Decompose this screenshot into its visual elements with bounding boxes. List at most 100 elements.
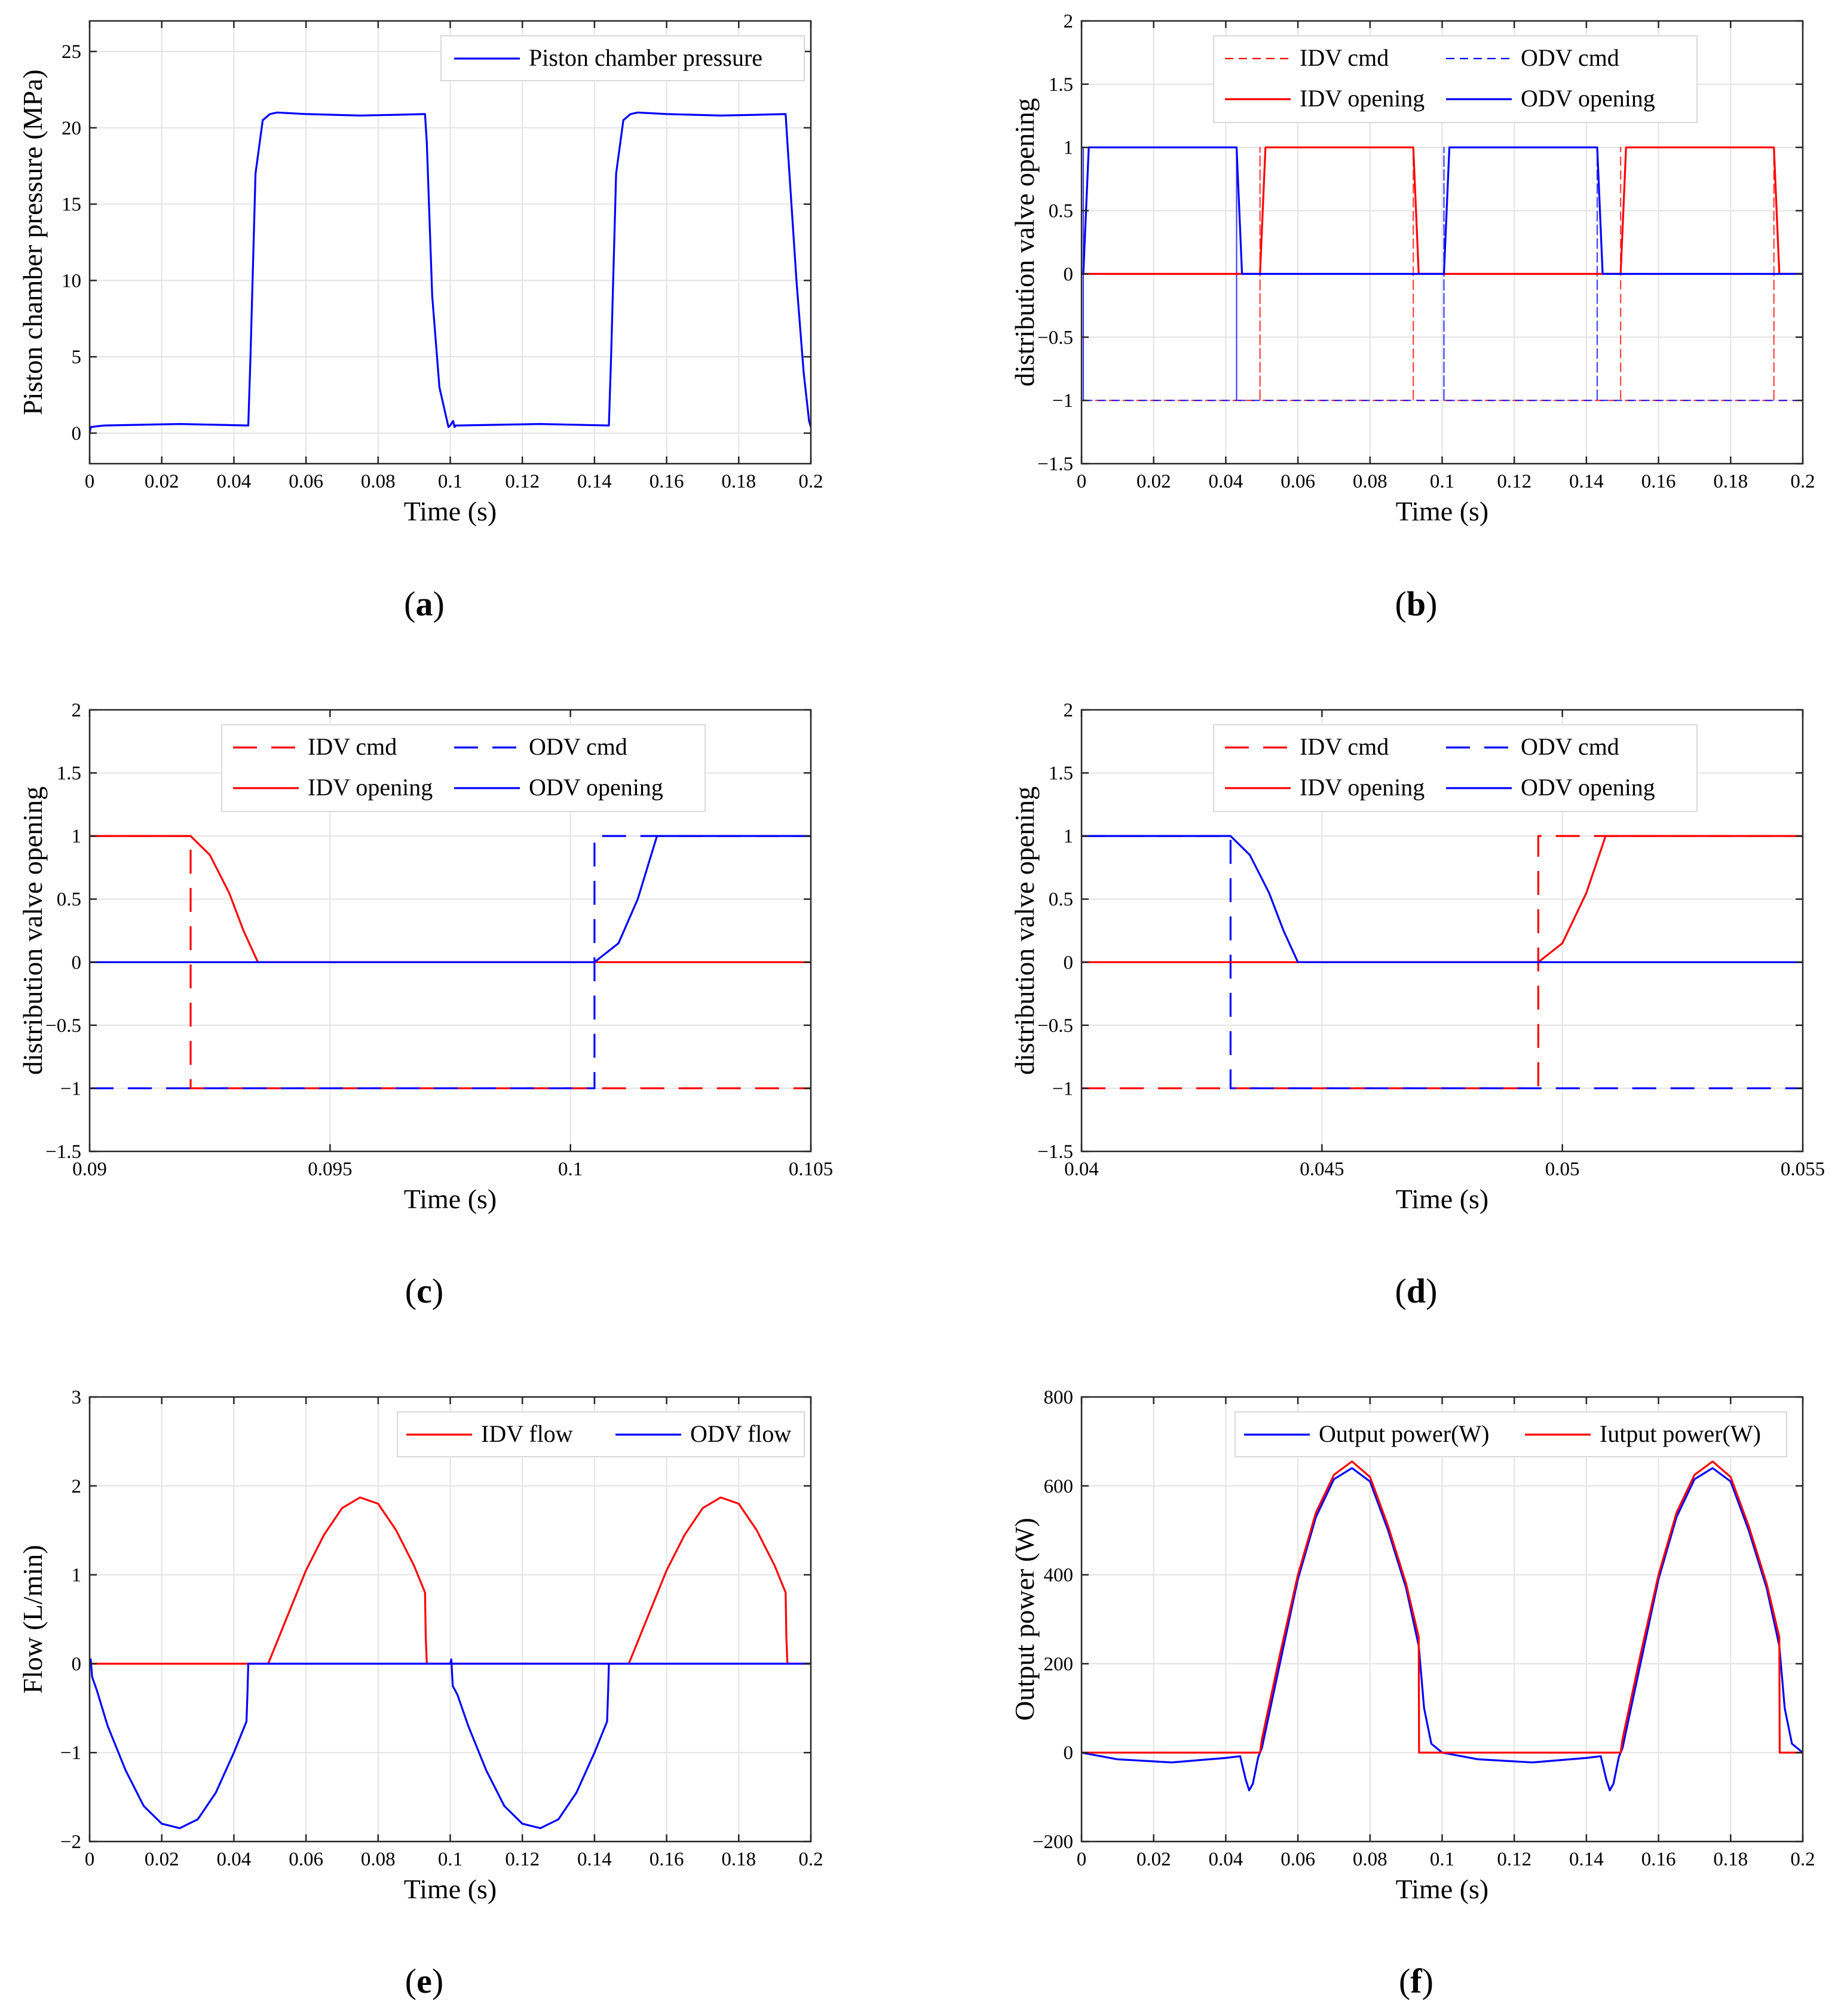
x-tick-label: 0.2 [798, 1849, 823, 1870]
y-tick-label: 0 [1064, 1742, 1074, 1764]
y-tick-label: 800 [1044, 1387, 1074, 1408]
legend-label: ODV opening [1521, 774, 1655, 801]
x-tick-label: 0.12 [505, 471, 540, 492]
x-tick-label: 0.02 [1137, 471, 1171, 492]
legend-label: IDV cmd [1300, 733, 1389, 760]
y-tick-label: 0.5 [1049, 201, 1073, 222]
x-tick-label: 0.04 [1064, 1159, 1099, 1180]
x-tick-label: 0.08 [1353, 471, 1387, 492]
y-tick-label: −1 [1052, 1078, 1073, 1099]
legend-label: ODV cmd [1521, 44, 1619, 71]
y-axis-label: Piston chamber pressure (MPa) [17, 69, 48, 415]
y-tick-label: 400 [1044, 1565, 1074, 1586]
y-tick-label: 600 [1044, 1476, 1074, 1497]
legend: IDV cmd ODV cmd IDV opening ODV opening [221, 724, 706, 812]
panel-c-sublabel: (c) [405, 1272, 443, 1310]
y-tick-label: −2 [60, 1831, 81, 1853]
series-line-piston-chamber-pressure [90, 111, 811, 434]
legend-label: ODV cmd [1521, 733, 1619, 760]
legend-label: IDV opening [308, 774, 433, 801]
x-tick-label: 0.08 [361, 471, 396, 492]
x-tick-label: 0.06 [289, 1849, 323, 1870]
legend-label: IDV flow [481, 1420, 573, 1447]
series-group-f [1082, 1460, 1803, 1791]
panel-c: 0.09 0.095 0.1 0.105 −1.5 −1 −0.5 0 0.5 1 1.5 2 Time… [17, 700, 833, 1310]
x-tick-label: 0.045 [1300, 1159, 1344, 1180]
panel-d: 0.04 0.045 0.05 0.055 −1.5 −1 −0.5 0 0.5 1 1.5 2 Tim… [1009, 700, 1825, 1310]
series-line-odv-cmd [1082, 146, 1803, 402]
y-tick-label: −200 [1033, 1831, 1073, 1853]
x-tick-label: 0.04 [217, 471, 252, 492]
y-axis-label: Flow (L/min) [17, 1545, 48, 1693]
series-line-idv-opening [1082, 146, 1803, 275]
x-tick-label: 0.09 [72, 1159, 107, 1180]
x-tick-label: 0 [1077, 1849, 1087, 1870]
x-axis-label: Time (s) [1396, 1184, 1489, 1214]
x-tick-label: 0.14 [577, 1849, 612, 1870]
series-line-odv-flow [90, 1658, 811, 1830]
x-tick-label: 0.1 [1430, 471, 1454, 492]
panel-b-sublabel: (b) [1395, 584, 1438, 623]
y-tick-label: −1.5 [1037, 1141, 1073, 1163]
y-tick-label: −1.5 [45, 1141, 81, 1163]
x-tick-label: 0.04 [217, 1849, 252, 1870]
x-tick-label: 0.12 [1497, 1849, 1531, 1870]
x-tick-label: 0.1 [558, 1159, 583, 1180]
x-tick-label: 0.14 [1569, 471, 1604, 492]
y-tick-label: 1.5 [1049, 763, 1073, 785]
series-line-odv-opening [1082, 835, 1803, 963]
x-tick-label: 0.18 [721, 1849, 756, 1870]
legend-label: IDV cmd [1300, 44, 1389, 71]
y-tick-label: −0.5 [1037, 1015, 1073, 1037]
x-tick-label: 0.02 [1137, 1849, 1171, 1870]
panel-f: 0 0.02 0.04 0.06 0.08 0.1 0.12 0.14 0.16 0.18 0.2 −… [1009, 1387, 1815, 2000]
x-axis-label: Time (s) [1396, 1874, 1489, 1904]
y-tick-label: 0.5 [1049, 889, 1073, 911]
x-tick-label: 0 [85, 1849, 95, 1870]
y-tick-label: −1.5 [1037, 454, 1073, 475]
y-tick-label: 1.5 [1049, 74, 1073, 96]
y-tick-label: 20 [62, 118, 81, 139]
y-tick-label: 25 [62, 41, 81, 63]
legend-label: ODV flow [690, 1420, 791, 1447]
series-group-e [90, 1496, 811, 1830]
legend-box [1213, 35, 1698, 123]
y-tick-label: −1 [1052, 390, 1073, 412]
x-tick-label: 0.12 [505, 1849, 540, 1870]
legend-label: IDV cmd [308, 733, 397, 760]
series-group-a [90, 111, 811, 434]
legend-label: IDV opening [1300, 85, 1425, 112]
x-tick-label: 0.06 [1281, 1849, 1315, 1870]
x-tick-label: 0.2 [798, 471, 823, 492]
y-tick-label: 2 [72, 700, 82, 721]
y-tick-label: 2 [1064, 11, 1074, 32]
panel-a: 0 0.02 0.04 0.06 0.08 0.1 0.12 0.14 0.16 0.18 0.2 0… [17, 20, 823, 623]
y-tick-label: 5 [72, 347, 82, 368]
x-tick-label: 0.16 [650, 1849, 684, 1870]
x-tick-label: 0.105 [789, 1159, 833, 1180]
x-tick-label: 0.14 [1569, 1849, 1604, 1870]
series-group-d [1082, 835, 1803, 1089]
x-tick-label: 0.18 [721, 471, 756, 492]
x-tick-label: 0.16 [650, 471, 684, 492]
x-tick-label: 0.095 [308, 1159, 352, 1180]
x-tick-label: 0.055 [1781, 1159, 1825, 1180]
y-tick-label: 1.5 [57, 763, 81, 785]
y-axis-label: Output power (W) [1009, 1518, 1040, 1721]
y-tick-label: 0.5 [57, 889, 81, 911]
x-tick-label: 0.04 [1209, 1849, 1243, 1870]
legend-label: Piston chamber pressure [529, 44, 762, 71]
legend-label: ODV opening [529, 774, 663, 801]
axes-frame [88, 709, 812, 1153]
x-tick-label: 0.18 [1713, 1849, 1748, 1870]
x-tick-label: 0.16 [1641, 1849, 1676, 1870]
x-tick-label: 0.2 [1790, 1849, 1815, 1870]
y-tick-label: −0.5 [1037, 327, 1073, 348]
y-tick-label: 15 [62, 194, 81, 216]
panel-f-sublabel: (f) [1399, 1962, 1433, 2000]
x-tick-label: 0.12 [1497, 471, 1531, 492]
y-tick-label: 0 [1064, 264, 1074, 285]
legend-box [1213, 724, 1698, 812]
legend-label: Output power(W) [1319, 1420, 1489, 1447]
